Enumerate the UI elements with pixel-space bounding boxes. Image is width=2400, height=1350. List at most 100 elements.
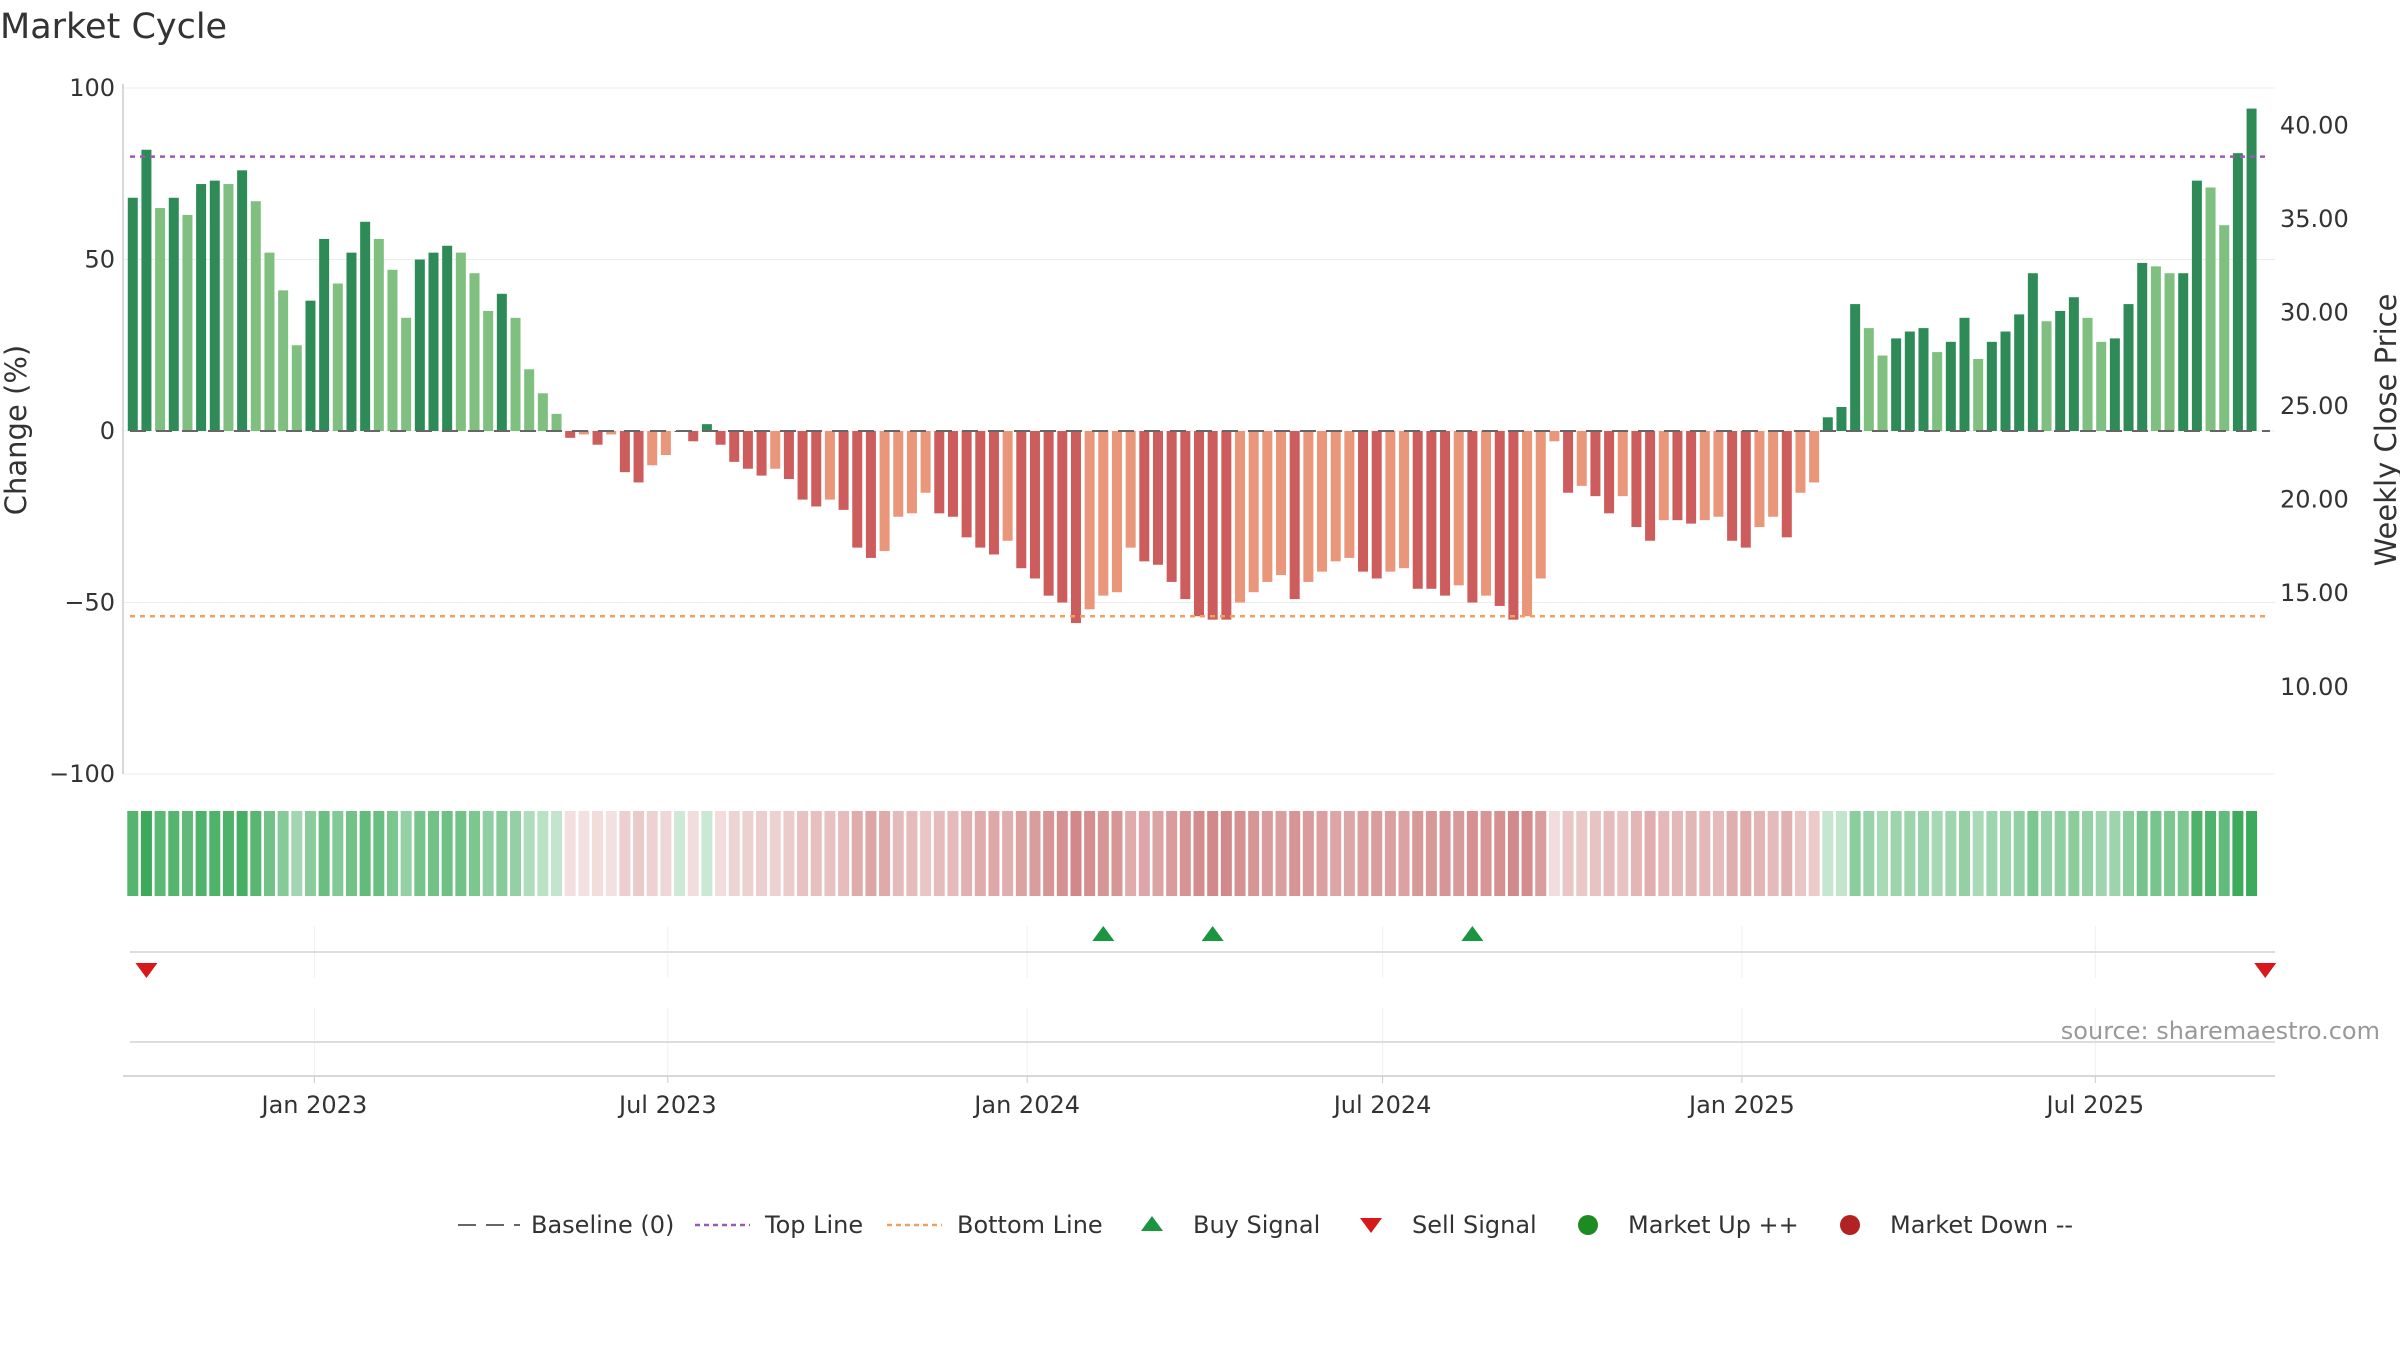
heat-cell	[359, 811, 371, 896]
bar	[1932, 352, 1943, 431]
heat-cell	[605, 811, 617, 896]
heat-cell	[1425, 811, 1437, 896]
heat-cell	[1207, 811, 1219, 896]
heat-cell	[1439, 811, 1451, 896]
bar	[2150, 266, 2161, 431]
heat-cell	[1070, 811, 1082, 896]
legend-label: Buy Signal	[1193, 1211, 1320, 1239]
heat-cell	[154, 811, 166, 896]
heat-cell	[1330, 811, 1342, 896]
legend: Baseline (0) Top Line Bottom Line Buy Signa…	[458, 1211, 2073, 1239]
heat-cell	[1876, 811, 1888, 896]
heat-cell	[1220, 811, 1232, 896]
buy-signal-marker	[1092, 926, 1115, 941]
heat-cell	[1917, 811, 1929, 896]
heat-cell	[1986, 811, 1998, 896]
x-tick-label: Jul 2025	[2045, 1091, 2145, 1119]
heat-cell	[414, 811, 426, 896]
bar	[852, 431, 863, 548]
heat-cell	[127, 811, 139, 896]
heat-cell	[1248, 811, 1260, 896]
y-tick-label: 100	[69, 74, 115, 102]
heat-cell	[1576, 811, 1588, 896]
legend-label: Baseline (0)	[531, 1211, 674, 1239]
heat-cell	[2054, 811, 2066, 896]
bars	[127, 108, 2257, 624]
x-tick-label: Jan 2025	[1687, 1091, 1795, 1119]
bar	[934, 431, 945, 514]
bar	[1494, 431, 1505, 606]
heat-cell	[332, 811, 344, 896]
heat-cell	[687, 811, 699, 896]
legend-swatch-market-down	[1840, 1215, 1860, 1235]
heat-cell	[2068, 811, 2080, 896]
heat-cell	[1617, 811, 1629, 896]
bar	[1877, 355, 1888, 431]
bar	[1863, 328, 1874, 431]
bar	[1276, 431, 1287, 576]
bar	[2041, 321, 2052, 431]
heat-cell	[592, 811, 604, 896]
heat-cell	[674, 811, 686, 896]
bar	[1084, 431, 1095, 610]
heat-cell	[1808, 811, 1820, 896]
bar	[1152, 431, 1163, 565]
bar	[1631, 431, 1642, 528]
heat-cell	[2164, 811, 2176, 896]
bar	[1795, 431, 1806, 493]
y-tick-label: −100	[49, 760, 115, 788]
heat-cell	[1234, 811, 1246, 896]
bar	[756, 431, 767, 476]
bar	[1973, 358, 1984, 431]
heat-cell	[1453, 811, 1465, 896]
bar	[770, 431, 781, 469]
bar	[1166, 431, 1177, 582]
bar	[168, 197, 179, 431]
bar	[127, 197, 138, 431]
bar	[537, 393, 548, 431]
heat-cell	[728, 811, 740, 896]
heat-cell	[1015, 811, 1027, 896]
heat-cell	[304, 811, 316, 896]
bar	[291, 345, 302, 431]
source-credit: source: sharemaestro.com	[2061, 1017, 2380, 1045]
bar	[1959, 317, 1970, 431]
heat-cell	[2109, 811, 2121, 896]
bar	[237, 170, 248, 431]
heat-cell	[1589, 811, 1601, 896]
heat-cell	[236, 811, 248, 896]
bar	[1057, 431, 1068, 603]
bar	[920, 431, 931, 493]
heat-cell	[715, 811, 727, 896]
heat-cell	[1644, 811, 1656, 896]
heat-cell	[2191, 811, 2203, 896]
chart-title: Market Cycle	[0, 7, 227, 47]
heat-cell	[195, 811, 207, 896]
x-tick-label: Jul 2024	[1332, 1091, 1432, 1119]
heat-cell	[1603, 811, 1615, 896]
bar	[1713, 431, 1724, 517]
y2-tick-label: 30.00	[2280, 299, 2349, 327]
x-tick-label: Jan 2023	[260, 1091, 368, 1119]
heat-cell	[783, 811, 795, 896]
bar	[1686, 431, 1697, 524]
y2-tick-label: 35.00	[2280, 205, 2349, 233]
buy-signal-marker	[1201, 926, 1224, 941]
heat-cell	[1138, 811, 1150, 896]
bar	[1740, 431, 1751, 548]
heat-cell	[1562, 811, 1574, 896]
heat-cell	[2246, 811, 2258, 896]
heat-cell	[1863, 811, 1875, 896]
heat-cell	[1179, 811, 1191, 896]
heat-cell	[386, 811, 398, 896]
signal-panel	[130, 926, 2277, 1076]
heat-cell	[455, 811, 467, 896]
heat-cell	[1357, 811, 1369, 896]
bar	[1194, 431, 1204, 617]
heat-cell	[1084, 811, 1096, 896]
heat-cell	[1712, 811, 1724, 896]
bar	[428, 252, 439, 431]
heat-cell	[2232, 811, 2244, 896]
heat-cell	[1111, 811, 1123, 896]
bar	[988, 431, 999, 555]
